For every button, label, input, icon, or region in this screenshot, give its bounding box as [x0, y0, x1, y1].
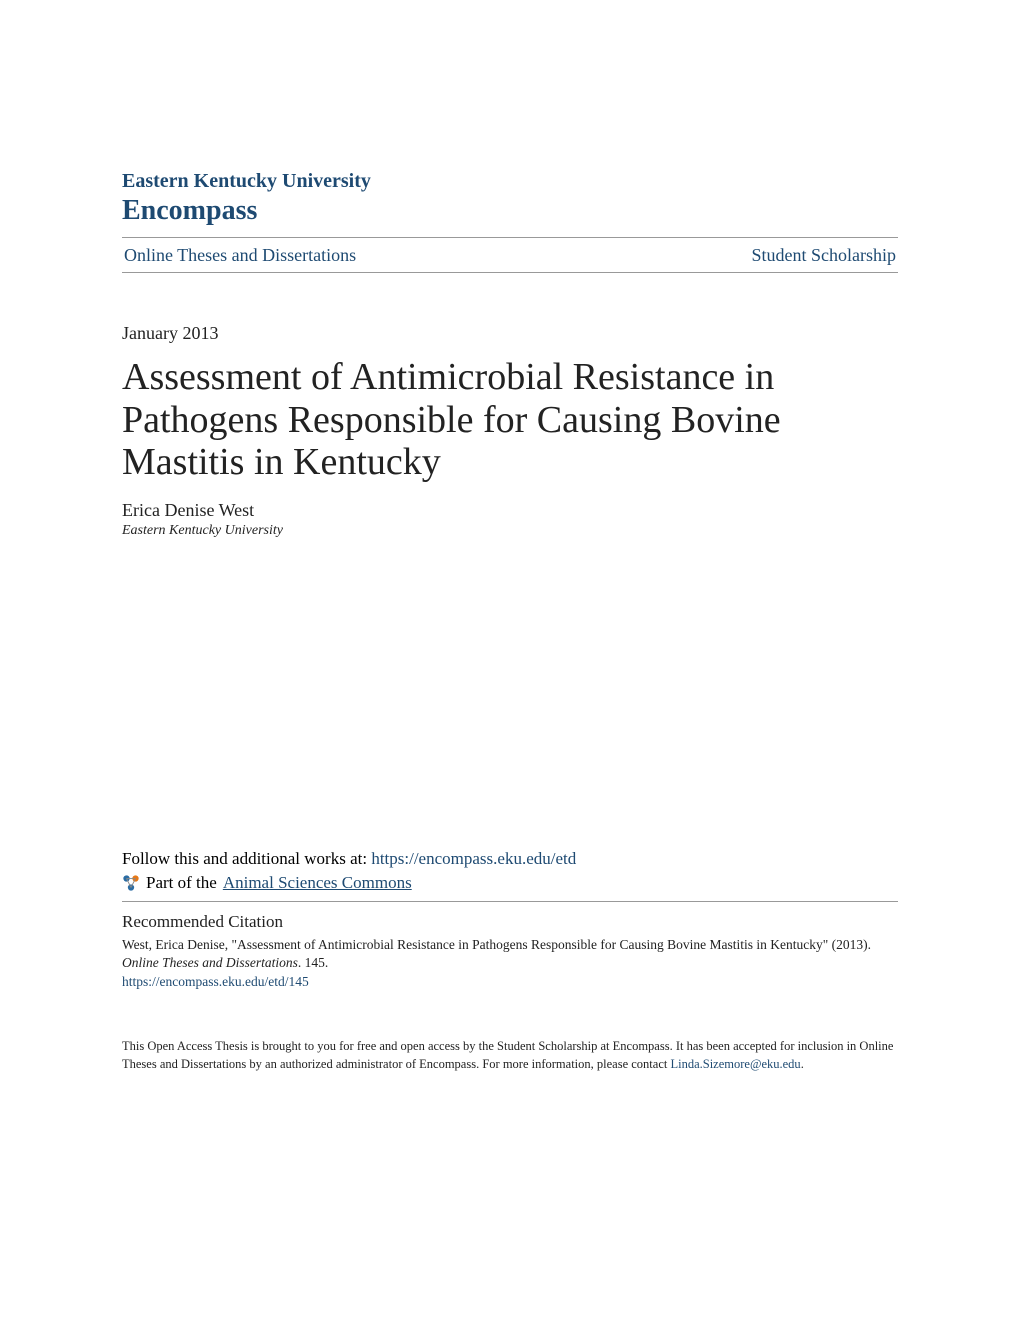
- citation-part1: West, Erica Denise, "Assessment of Antim…: [122, 937, 871, 952]
- citation-heading: Recommended Citation: [122, 912, 898, 932]
- follow-link[interactable]: https://encompass.eku.edu/etd: [371, 849, 576, 868]
- author-affiliation: Eastern Kentucky University: [122, 523, 898, 539]
- follow-section: Follow this and additional works at: htt…: [122, 849, 898, 869]
- footer-email-link[interactable]: Linda.Sizemore@eku.edu: [670, 1057, 800, 1071]
- commons-link[interactable]: Animal Sciences Commons: [223, 873, 412, 893]
- network-icon: [122, 874, 140, 892]
- citation-text: West, Erica Denise, "Assessment of Antim…: [122, 936, 898, 972]
- citation-series: Online Theses and Dissertations: [122, 955, 298, 970]
- repository-name[interactable]: Encompass: [122, 195, 898, 227]
- citation-url[interactable]: https://encompass.eku.edu/etd/145: [122, 974, 898, 990]
- nav-bar: Online Theses and Dissertations Student …: [122, 237, 898, 273]
- nav-right-link[interactable]: Student Scholarship: [752, 245, 897, 266]
- part-of-prefix: Part of the: [146, 873, 217, 893]
- author-name: Erica Denise West: [122, 500, 898, 521]
- document-title: Assessment of Antimicrobial Resistance i…: [122, 356, 898, 484]
- part-of-row: Part of the Animal Sciences Commons: [122, 873, 898, 893]
- nav-left-link[interactable]: Online Theses and Dissertations: [124, 245, 356, 266]
- footer-text: This Open Access Thesis is brought to yo…: [122, 1038, 898, 1073]
- university-name: Eastern Kentucky University: [122, 170, 898, 193]
- divider: [122, 901, 898, 902]
- publication-date: January 2013: [122, 323, 898, 344]
- footer-part2: .: [801, 1057, 804, 1071]
- follow-prefix: Follow this and additional works at:: [122, 849, 371, 868]
- citation-part2: . 145.: [298, 955, 328, 970]
